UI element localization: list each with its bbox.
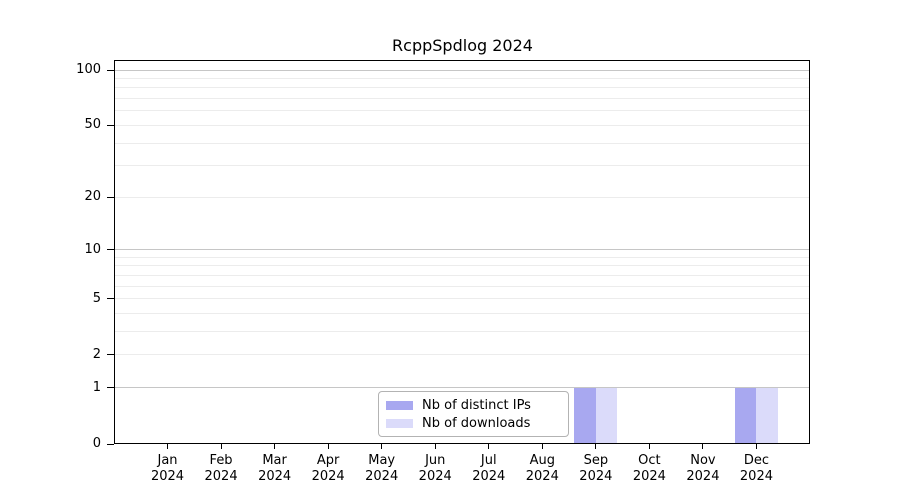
- y-tick-mark: [107, 196, 114, 198]
- minor-gridline: [115, 274, 809, 276]
- x-tick-mark: [648, 444, 650, 449]
- minor-gridline: [115, 124, 809, 126]
- y-tick-mark: [107, 354, 114, 356]
- legend-swatch-downloads: [386, 418, 413, 428]
- y-tick-label: 50: [84, 117, 101, 133]
- major-gridline: [115, 249, 809, 251]
- legend-item-distinct-ips: Nb of distinct IPs: [386, 396, 560, 414]
- x-tick-mark: [434, 444, 436, 449]
- x-tick-mark: [702, 444, 704, 449]
- minor-gridline: [115, 165, 809, 167]
- major-gridline: [115, 69, 809, 71]
- y-tick-mark: [107, 387, 114, 389]
- x-tick-mark: [274, 444, 276, 449]
- minor-gridline: [115, 87, 809, 89]
- x-tick-label: Jul 2024: [472, 453, 506, 484]
- y-tick-mark: [107, 443, 114, 445]
- x-tick-label: Dec 2024: [739, 453, 773, 484]
- x-tick-label: Nov 2024: [686, 453, 720, 484]
- y-tick-mark: [107, 124, 114, 126]
- minor-gridline: [115, 313, 809, 315]
- bar-distinct-ips: [574, 387, 596, 443]
- bar-distinct-ips: [735, 387, 757, 443]
- minor-gridline: [115, 256, 809, 258]
- minor-gridline: [115, 331, 809, 333]
- x-tick-mark: [541, 444, 543, 449]
- legend-item-downloads: Nb of downloads: [386, 414, 560, 432]
- minor-gridline: [115, 285, 809, 287]
- chart-title: RcppSpdlog 2024: [392, 36, 533, 55]
- y-tick-label: 100: [76, 62, 101, 77]
- y-tick-label: 0: [92, 436, 101, 451]
- minor-gridline: [115, 354, 809, 356]
- y-tick-label: 20: [84, 189, 101, 205]
- minor-gridline: [115, 77, 809, 79]
- bar-downloads: [756, 387, 778, 443]
- x-tick-mark: [755, 444, 757, 449]
- x-tick-mark: [381, 444, 383, 449]
- x-tick-label: Feb 2024: [204, 453, 238, 484]
- x-tick-label: Jan 2024: [150, 453, 185, 484]
- x-tick-label: Jun 2024: [418, 453, 452, 484]
- x-tick-label: Oct 2024: [632, 453, 666, 484]
- minor-gridline: [115, 265, 809, 267]
- y-tick-label: 2: [92, 346, 101, 362]
- x-tick-mark: [488, 444, 490, 449]
- minor-gridline: [115, 196, 809, 198]
- legend-label-downloads: Nb of downloads: [422, 415, 531, 431]
- y-tick-mark: [107, 298, 114, 300]
- minor-gridline: [115, 98, 809, 100]
- y-tick-label: 5: [92, 290, 101, 306]
- x-tick-label: May 2024: [365, 453, 399, 484]
- legend-label-distinct-ips: Nb of distinct IPs: [422, 397, 531, 413]
- minor-gridline: [115, 298, 809, 300]
- x-tick-label: Sep 2024: [579, 453, 613, 484]
- minor-gridline: [115, 110, 809, 112]
- bar-downloads: [595, 387, 618, 443]
- x-tick-mark: [220, 444, 222, 449]
- y-tick-label: 1: [92, 379, 101, 395]
- x-tick-mark: [327, 444, 329, 449]
- x-tick-label: Aug 2024: [525, 453, 559, 484]
- x-tick-label: Mar 2024: [258, 453, 292, 484]
- minor-gridline: [115, 142, 809, 144]
- y-tick-label: 10: [84, 241, 101, 257]
- y-tick-mark: [107, 69, 114, 71]
- major-gridline: [115, 387, 809, 389]
- x-tick-label: Apr 2024: [311, 453, 345, 484]
- x-tick-mark: [167, 444, 169, 449]
- legend-swatch-distinct-ips: [386, 400, 413, 410]
- legend: Nb of distinct IPs Nb of downloads: [378, 391, 569, 437]
- x-tick-mark: [595, 444, 597, 449]
- y-tick-mark: [107, 249, 114, 251]
